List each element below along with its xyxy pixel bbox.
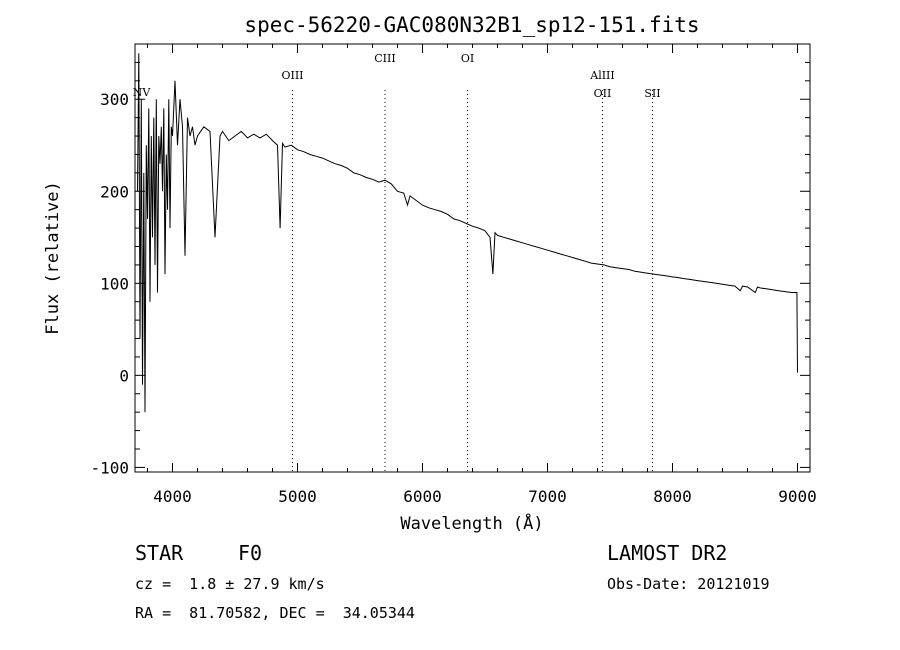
x-axis: 4000 5000 6000 7000 8000 9000 bbox=[147, 44, 817, 506]
coordinates: RA = 81.70582, DEC = 34.05344 bbox=[135, 604, 415, 622]
obs-date: Obs-Date: 20121019 bbox=[607, 575, 770, 593]
spectrum-line bbox=[137, 53, 798, 413]
y-axis: -100 0 100 200 300 bbox=[90, 61, 810, 477]
x-axis-label: Wavelength (Å) bbox=[400, 512, 543, 534]
y-tick-label: -100 bbox=[90, 458, 129, 477]
x-tick-label: 5000 bbox=[278, 487, 317, 506]
x-tick-label: 7000 bbox=[528, 487, 567, 506]
y-tick-label: 300 bbox=[100, 90, 129, 109]
line-label-oiii: OIII bbox=[281, 69, 303, 82]
survey-name: LAMOST DR2 bbox=[607, 541, 728, 565]
line-label-ciii: CIII bbox=[374, 52, 395, 65]
x-tick-label: 9000 bbox=[778, 487, 817, 506]
subclass: F0 bbox=[238, 541, 263, 565]
y-tick-label: 0 bbox=[119, 366, 129, 385]
y-tick-label: 200 bbox=[100, 182, 129, 201]
line-label-aliii: AlIII bbox=[589, 69, 615, 82]
redshift-info: cz = 1.8 ± 27.9 km/s bbox=[135, 575, 325, 593]
line-label-oi: OI bbox=[461, 52, 474, 65]
x-tick-label: 4000 bbox=[153, 487, 192, 506]
object-class: STAR bbox=[135, 541, 184, 565]
line-label-oii: OII bbox=[594, 87, 612, 100]
x-tick-label: 8000 bbox=[653, 487, 692, 506]
x-tick-label: 6000 bbox=[403, 487, 442, 506]
y-tick-label: 100 bbox=[100, 274, 129, 293]
chart-title: spec-56220-GAC080N32B1_sp12-151.fits bbox=[244, 13, 699, 37]
line-label-sii: SII bbox=[644, 87, 660, 100]
y-axis-label: Flux (relative) bbox=[43, 181, 63, 335]
line-label-nv: NV bbox=[133, 86, 152, 99]
plot-frame bbox=[134, 43, 811, 473]
spectral-line-markers: NV OIII CIII OI AlIII OII SII bbox=[133, 52, 661, 472]
